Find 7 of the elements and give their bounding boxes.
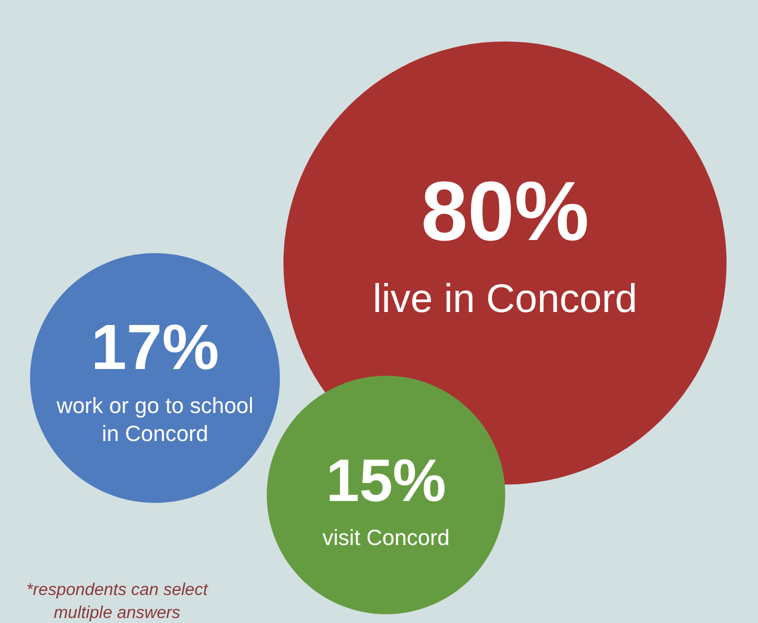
data-label: 15% [326,447,446,514]
category-label: live in Concord [372,277,638,321]
data-label: 80% [420,164,590,258]
data-label: 17% [90,311,220,383]
category-label: visit Concord [322,525,450,550]
category-label: work or go to school in Concord [56,393,254,446]
text: *respondents can select multiple answers [26,580,209,622]
